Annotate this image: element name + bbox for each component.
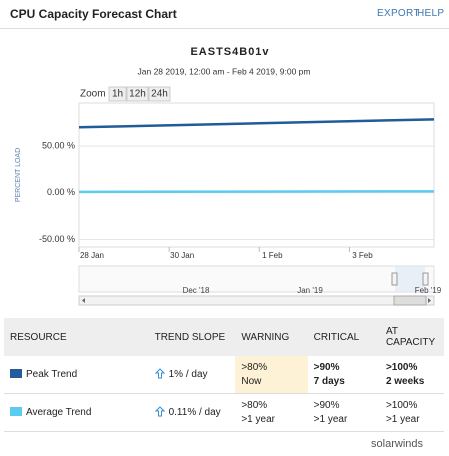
threshold: >80%	[241, 361, 268, 373]
zoom-button[interactable]	[148, 86, 171, 102]
critical-cell: >90% >1 year	[307, 393, 380, 432]
capacity-cell: >100% >1 year	[379, 393, 444, 432]
zoom-button-label[interactable]: 1h	[112, 89, 123, 100]
up-arrow-icon	[154, 406, 165, 417]
y-tick-label: -50.00 %	[39, 234, 75, 244]
threshold: >90%	[313, 399, 340, 411]
column-header: CRITICAL	[307, 318, 380, 356]
swatch	[10, 407, 22, 417]
capacity-cell: >100% 2 weeks	[379, 356, 444, 394]
navigator-label: Dec '18	[183, 286, 210, 295]
help-link[interactable]: HELP	[417, 8, 445, 19]
critical-cell: >90% 7 days	[307, 356, 380, 394]
scrollbar[interactable]	[78, 295, 435, 306]
time: 7 days	[313, 375, 345, 387]
swatch	[10, 369, 22, 379]
time: 2 weeks	[385, 375, 425, 387]
x-tick-label: 30 Jan	[170, 251, 194, 260]
export-link[interactable]: EXPORT	[377, 8, 420, 19]
navigator[interactable]	[78, 265, 435, 293]
widget-title: CPU Capacity Forecast Chart	[10, 7, 177, 21]
series-line	[78, 118, 435, 129]
threshold: >100%	[385, 361, 418, 373]
warning-cell: >80% Now	[235, 356, 308, 394]
zoom-button[interactable]	[108, 86, 127, 102]
navigator-label: Jan '19	[297, 286, 323, 295]
table-row: Average Trend 0.11% / day >80% >1 year >9…	[4, 393, 444, 432]
y-tick-label: 50.00 %	[42, 140, 75, 150]
time: >1 year	[241, 413, 275, 425]
navigator-selection[interactable]	[395, 266, 425, 292]
navigator-label: Feb '19	[415, 286, 442, 295]
chart-subtitle: Jan 28 2019, 12:00 am - Feb 4 2019, 9:00…	[138, 66, 311, 76]
resource-cell: Average Trend	[4, 393, 149, 432]
x-tick-label: 3 Feb	[352, 251, 373, 260]
slope-cell: 1% / day	[148, 356, 236, 394]
table-row: Peak Trend 1% / day >80% Now >90% 7 days >…	[4, 356, 444, 394]
table-header: RESOURCE TREND SLOPE WARNING CRITICAL AT…	[4, 318, 444, 356]
plot-area	[78, 102, 435, 248]
navigator-handle[interactable]	[391, 272, 398, 286]
resource-cell: Peak Trend	[4, 356, 149, 394]
zoom-button-label[interactable]: 24h	[151, 89, 168, 100]
trend-table: RESOURCE TREND SLOPE WARNING CRITICAL AT…	[4, 318, 444, 432]
time: >1 year	[313, 413, 348, 425]
threshold: >90%	[313, 361, 340, 373]
column-header: AT CAPACITY	[379, 318, 444, 356]
x-tick-label: 1 Feb	[262, 251, 283, 260]
zoom-label: Zoom	[80, 89, 106, 100]
resource-name: Peak Trend	[26, 368, 78, 380]
column-header: RESOURCE	[4, 318, 149, 356]
threshold: >80%	[241, 399, 268, 411]
slope: 1% / day	[168, 368, 208, 380]
threshold: >100%	[385, 399, 418, 411]
column-header: WARNING	[235, 318, 308, 356]
chart: EASTS4B01v Jan 28 2019, 12:00 am - Feb 4…	[15, 46, 442, 306]
divider	[0, 28, 449, 29]
warning-cell: >80% >1 year	[235, 393, 308, 432]
slope-cell: 0.11% / day	[148, 393, 236, 432]
column-header: TREND SLOPE	[148, 318, 236, 356]
x-tick-label: 28 Jan	[80, 251, 104, 260]
slope: 0.11% / day	[168, 406, 221, 418]
brand-logo: solarwinds	[371, 438, 423, 450]
up-arrow-icon	[154, 368, 165, 379]
zoom-button[interactable]	[126, 86, 149, 102]
y-axis-title: PERCENT LOAD	[15, 148, 22, 202]
time: >1 year	[385, 413, 420, 425]
chart-title: EASTS4B01v	[190, 46, 269, 58]
zoom-button-label[interactable]: 12h	[129, 89, 146, 100]
resource-name: Average Trend	[26, 406, 92, 418]
y-tick-label: 0.00 %	[47, 187, 75, 197]
time: Now	[241, 375, 262, 387]
scrollbar-thumb[interactable]	[393, 295, 427, 306]
navigator-handle[interactable]	[422, 272, 429, 286]
